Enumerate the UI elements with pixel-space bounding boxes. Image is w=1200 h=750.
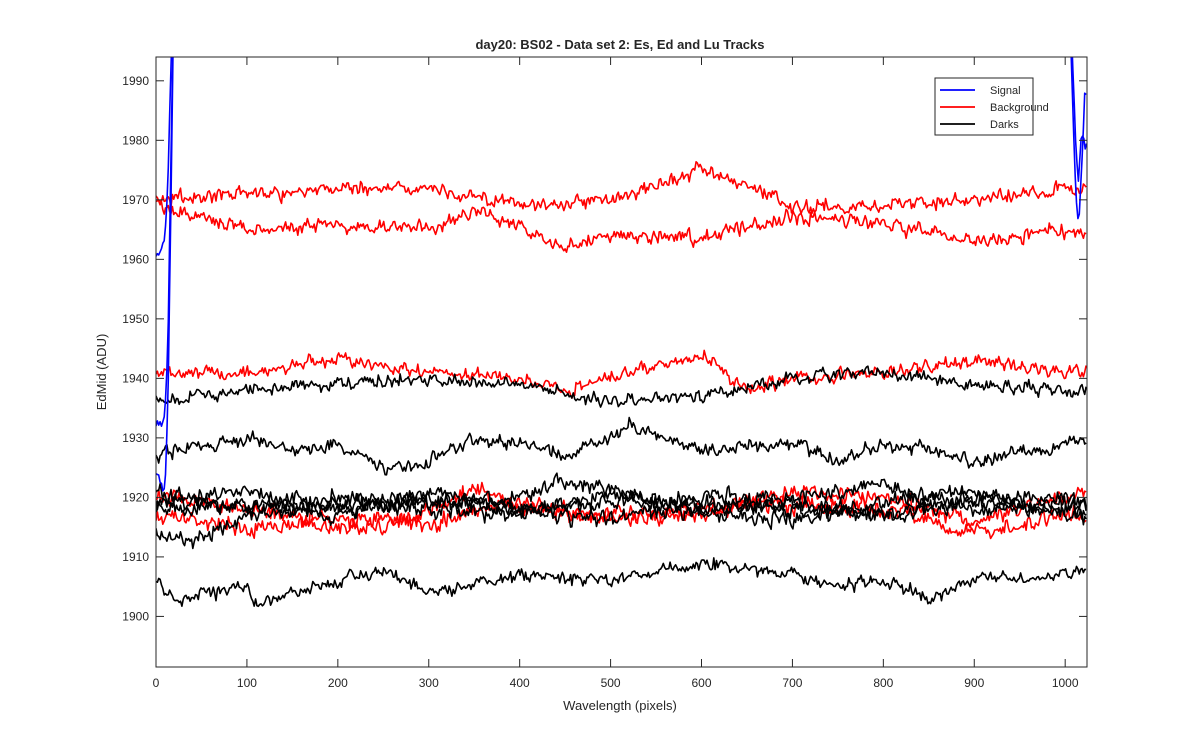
x-tick-label: 100: [237, 676, 257, 690]
x-tick-label: 800: [873, 676, 893, 690]
series-line-darks: [156, 485, 1087, 528]
x-tick-label: 200: [328, 676, 348, 690]
series-line-darks: [156, 557, 1087, 608]
y-tick-label: 1980: [122, 133, 149, 147]
series-line-darks: [156, 416, 1087, 476]
series-line-signal: [1070, 57, 1087, 220]
y-tick-label: 1930: [122, 431, 149, 445]
axis-ticks: [155, 57, 1087, 667]
x-axis-label: Wavelength (pixels): [563, 698, 677, 713]
y-tick-label: 1990: [122, 74, 149, 88]
x-tick-label: 900: [964, 676, 984, 690]
series-line-darks: [156, 365, 1087, 408]
series-line-signal: [1071, 57, 1087, 182]
series-layer: [156, 57, 1087, 608]
x-tick-label: 500: [601, 676, 621, 690]
axes-frame: [155, 56, 1088, 668]
y-tick-label: 1900: [122, 609, 149, 623]
legend-label-signal: Signal: [990, 85, 1021, 97]
legend: Signal Background Darks: [934, 77, 1049, 136]
x-tick-label: 600: [691, 676, 711, 690]
series-line-darks: [156, 483, 1087, 550]
x-tick-label: 700: [782, 676, 802, 690]
legend-label-darks: Darks: [990, 119, 1019, 131]
x-tick-label: 1000: [1052, 676, 1079, 690]
x-tick-label: 0: [153, 676, 160, 690]
series-line-signal: [156, 57, 173, 257]
y-tick-label: 1950: [122, 312, 149, 326]
y-tick-label: 1910: [122, 550, 149, 564]
series-line-signal: [156, 57, 174, 492]
y-tick-label: 1970: [122, 193, 149, 207]
y-tick-label: 1960: [122, 252, 149, 266]
series-line-background: [156, 349, 1087, 399]
y-axis-label: EdMid (ADU): [94, 334, 109, 411]
legend-label-background: Background: [990, 102, 1049, 114]
legend-box: [934, 77, 1034, 136]
x-tick-label: 400: [510, 676, 530, 690]
series-line-background: [156, 161, 1087, 215]
series-line-background: [156, 199, 1087, 253]
series-line-background: [156, 493, 1087, 540]
chart-title: day20: BS02 - Data set 2: Es, Ed and Lu …: [475, 37, 764, 52]
x-tick-label: 300: [419, 676, 439, 690]
tick-labels: 0 100 200 300 400 500 600 700 800 900 1000 1900 1910…: [122, 74, 1079, 690]
y-tick-label: 1920: [122, 490, 149, 504]
y-tick-label: 1940: [122, 371, 149, 385]
